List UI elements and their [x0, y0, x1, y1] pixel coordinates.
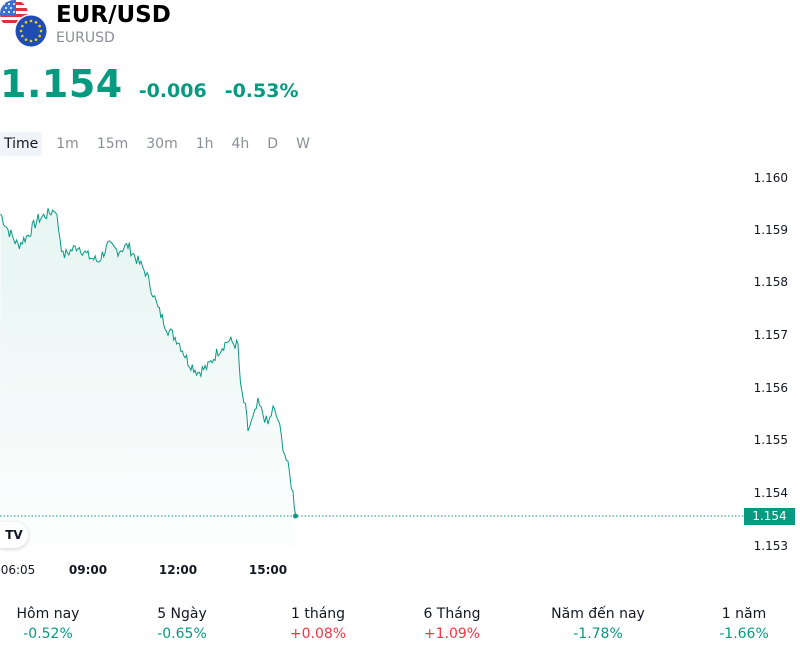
- tab-15m[interactable]: 15m: [96, 136, 129, 152]
- performance-item[interactable]: 5 Ngày -0.65%: [122, 604, 242, 644]
- performance-value: -0.65%: [157, 626, 207, 642]
- tab-4h[interactable]: 4h: [231, 136, 250, 152]
- price-area-fill: [0, 208, 296, 547]
- performance-item[interactable]: Hôm nay -0.52%: [0, 604, 108, 644]
- price-change-percent: -0.53%: [224, 80, 299, 102]
- y-axis-tick-label: 1.159: [754, 223, 788, 237]
- performance-label: 1 năm: [721, 606, 767, 622]
- performance-value: +1.09%: [423, 626, 481, 642]
- last-price-dot: [293, 513, 298, 519]
- eu-star: [21, 24, 24, 28]
- quote-summary: 1.154 -0.006 -0.53%: [0, 62, 299, 112]
- eu-star: [24, 38, 28, 41]
- performance-label: Hôm nay: [16, 606, 80, 622]
- performance-value: +0.08%: [289, 626, 347, 642]
- performance-item[interactable]: 6 Tháng +1.09%: [392, 604, 512, 644]
- y-axis-tick-label: 1.160: [754, 171, 788, 185]
- price-chart-svg: 1.160 1.159 1.158 1.157 1.156 1.155 1.154 1.153…: [0, 171, 788, 577]
- price-line: [0, 208, 296, 515]
- last-price-label: 1.154: [744, 508, 795, 525]
- tab-1m[interactable]: 1m: [56, 136, 79, 152]
- performance-label: 5 Ngày: [157, 606, 207, 622]
- performance-label: 1 tháng: [290, 606, 346, 622]
- y-axis-tick-label: 1.155: [754, 433, 788, 447]
- performance-value: -1.78%: [573, 626, 623, 642]
- y-axis-tick-label: 1.154: [754, 486, 788, 500]
- x-axis-tick-label: 15:00: [249, 563, 287, 577]
- y-axis-tick-label: 1.158: [754, 275, 788, 289]
- tab-d[interactable]: D: [267, 136, 279, 152]
- tab-1h[interactable]: 1h: [195, 136, 214, 152]
- y-axis-tick-label: 1.157: [754, 328, 788, 342]
- tab-w[interactable]: W: [296, 136, 310, 152]
- performance-value: -1.66%: [719, 626, 769, 642]
- performance-label: Năm đến nay: [551, 606, 645, 622]
- price-chart[interactable]: 1.160 1.159 1.158 1.157 1.156 1.155 1.154 1.153…: [0, 160, 800, 590]
- symbol-title: EUR/USD: [56, 2, 171, 28]
- tradingview-logo[interactable]: TV: [0, 522, 28, 548]
- eu-star: [21, 34, 24, 38]
- tab-time[interactable]: Time: [0, 132, 43, 156]
- performance-item[interactable]: 1 năm -1.66%: [684, 604, 800, 644]
- price-change: -0.006: [138, 80, 207, 102]
- eu-star: [38, 34, 41, 38]
- x-axis-tick-label: 12:00: [159, 563, 197, 577]
- symbol-ticker: EURUSD: [56, 30, 115, 46]
- eu-flag-icon: [14, 14, 48, 48]
- x-axis-tick-label: 06:05: [1, 563, 36, 577]
- performance-label: 6 Tháng: [423, 606, 481, 622]
- y-axis-tick-label: 1.156: [754, 381, 788, 395]
- y-axis-tick-label: 1.153: [754, 539, 788, 553]
- last-price: 1.154: [0, 62, 123, 106]
- eu-star: [34, 21, 38, 24]
- performance-item[interactable]: 1 tháng +0.08%: [258, 604, 378, 644]
- interval-tabs: Time 1m 15m 30m 1h 4h D W: [0, 132, 324, 156]
- eu-star: [29, 39, 33, 43]
- eu-star: [19, 29, 23, 33]
- us-flag-icon: [0, 0, 28, 28]
- x-axis-tick-label: 09:00: [69, 563, 107, 577]
- eu-star: [38, 24, 41, 28]
- performance-value: -0.52%: [23, 626, 73, 642]
- eu-star: [29, 19, 33, 23]
- eu-star: [24, 21, 28, 24]
- eu-star: [39, 29, 43, 33]
- currency-flags: [0, 0, 52, 50]
- performance-item[interactable]: Năm đến nay -1.78%: [538, 604, 658, 644]
- symbol-header: EUR/USD EURUSD: [0, 0, 800, 60]
- performance-strip: Hôm nay -0.52% 5 Ngày -0.65% 1 tháng +0.08% 6 …: [0, 604, 800, 658]
- tab-30m[interactable]: 30m: [146, 136, 178, 152]
- eu-star: [34, 38, 38, 41]
